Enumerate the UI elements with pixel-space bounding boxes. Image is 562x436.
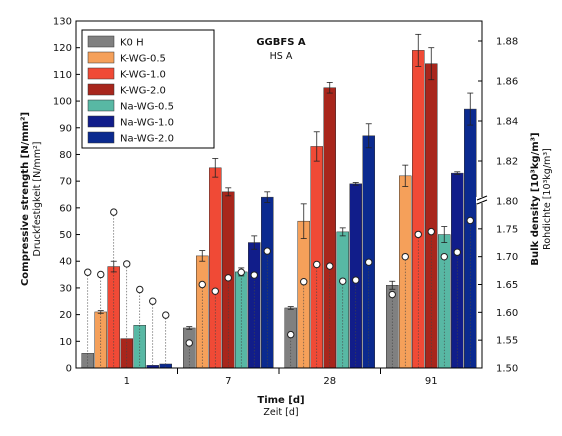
- bar: [209, 167, 222, 369]
- density-point: [427, 227, 435, 236]
- x-tick-label: 28: [323, 376, 336, 387]
- y-tick-label: 110: [53, 70, 72, 81]
- y2-tick-label: 1.84: [496, 117, 518, 128]
- legend-swatch: [87, 131, 115, 144]
- axis-break-gap: [476, 197, 488, 203]
- x-tick-label: 91: [425, 376, 438, 387]
- density-point: [136, 285, 144, 294]
- y-tick-label: 80: [59, 150, 72, 161]
- legend-label: Na-WG-1.0: [120, 118, 174, 129]
- bar: [323, 87, 336, 369]
- y2-tick-label: 1.80: [496, 197, 518, 208]
- y-tick-label: 100: [53, 97, 72, 108]
- x-tick-label: 1: [124, 376, 130, 387]
- y2-tick-label: 1.65: [496, 280, 518, 291]
- y2-tick-label: 1.60: [496, 308, 518, 319]
- density-point: [440, 252, 448, 261]
- legend-label: Na-WG-0.5: [120, 102, 174, 113]
- legend-swatch: [87, 115, 115, 128]
- annotation-title: GGBFS A: [256, 37, 306, 48]
- density-point: [401, 252, 409, 261]
- axis-break-mark: [476, 195, 488, 201]
- legend-swatch: [87, 35, 115, 48]
- density-point: [198, 280, 206, 289]
- density-point: [237, 268, 245, 276]
- density-point: [466, 216, 474, 225]
- y-tick-label: 130: [53, 17, 72, 28]
- density-point: [185, 339, 193, 347]
- y2-tick-label: 1.86: [496, 77, 518, 88]
- x-tick-label: 7: [225, 376, 231, 387]
- annotation-subtitle: HS A: [270, 51, 293, 62]
- density-point: [352, 276, 360, 284]
- y-tick-label: 40: [59, 257, 72, 268]
- x-axis-title: Time [d]: [257, 395, 304, 406]
- density-point: [123, 260, 131, 268]
- legend-swatch: [87, 67, 115, 80]
- y2-axis-title: Bulk density [10³kg/m³]: [530, 132, 541, 265]
- density-point: [300, 278, 308, 286]
- bars-layer: [81, 33, 477, 369]
- y2-tick-label: 1.55: [496, 336, 518, 347]
- y-axis-title: Compressive strength [N/mm²]: [20, 112, 31, 286]
- y-tick-label: 20: [59, 310, 72, 321]
- density-point: [149, 297, 157, 305]
- density-point: [224, 274, 232, 282]
- y-tick-label: 90: [59, 123, 72, 134]
- density-point: [162, 311, 170, 319]
- y-tick-label: 30: [59, 283, 72, 294]
- y-tick-label: 60: [59, 203, 72, 214]
- y-tick-label: 120: [53, 43, 72, 54]
- y-axis-subtitle: Druckfestigkeit [N/mm²]: [32, 142, 43, 257]
- legend: K0 H K-WG-0.5 K-WG-1.0 K-WG-2.0 Na-WG-0.5 Na-…: [81, 29, 215, 149]
- y-tick-label: 0: [66, 364, 72, 375]
- legend-label: K-WG-0.5: [120, 54, 166, 65]
- density-point: [263, 247, 271, 255]
- bar: [412, 50, 425, 369]
- y2-tick-label: 1.70: [496, 252, 518, 263]
- density-point: [250, 271, 258, 279]
- density-point: [287, 330, 295, 339]
- y-tick-label: 10: [59, 337, 72, 348]
- density-point: [414, 230, 422, 239]
- legend-swatch: [87, 51, 115, 64]
- density-point: [97, 270, 105, 279]
- y2-tick-label: 1.82: [496, 157, 518, 168]
- x-axis-subtitle: Zeit [d]: [263, 407, 298, 418]
- y2-tick-label: 1.75: [496, 224, 518, 235]
- density-point: [84, 268, 92, 276]
- legend-swatch: [87, 83, 115, 96]
- legend-label: K0 H: [120, 38, 144, 49]
- y-tick-label: 50: [59, 230, 72, 241]
- density-point: [110, 208, 118, 216]
- density-point: [211, 287, 219, 295]
- density-point: [453, 248, 461, 256]
- y2-axis-subtitle: Rohdichte [10³kg/m³]: [542, 148, 553, 250]
- density-point: [339, 277, 347, 285]
- y2-tick-label: 1.88: [496, 37, 518, 48]
- legend-label: K-WG-2.0: [120, 86, 166, 97]
- plot-frame: [75, 20, 483, 369]
- y2-tick-label: 1.50: [496, 364, 518, 375]
- density-point: [388, 290, 396, 299]
- axes-layer: 0 10 20 30 40 50 60 70 80 90 100 110 120 130 1.50 1.55 1…: [53, 17, 518, 388]
- density-point: [326, 262, 334, 270]
- bar: [362, 135, 375, 369]
- legend-swatch: [87, 99, 115, 112]
- density-point: [365, 258, 373, 266]
- axis-break-mark: [476, 199, 488, 205]
- density-layer: [84, 208, 474, 368]
- legend-label: Na-WG-2.0: [120, 134, 174, 145]
- legend-label: K-WG-1.0: [120, 70, 166, 81]
- density-point: [313, 260, 321, 269]
- y-tick-label: 70: [59, 177, 72, 188]
